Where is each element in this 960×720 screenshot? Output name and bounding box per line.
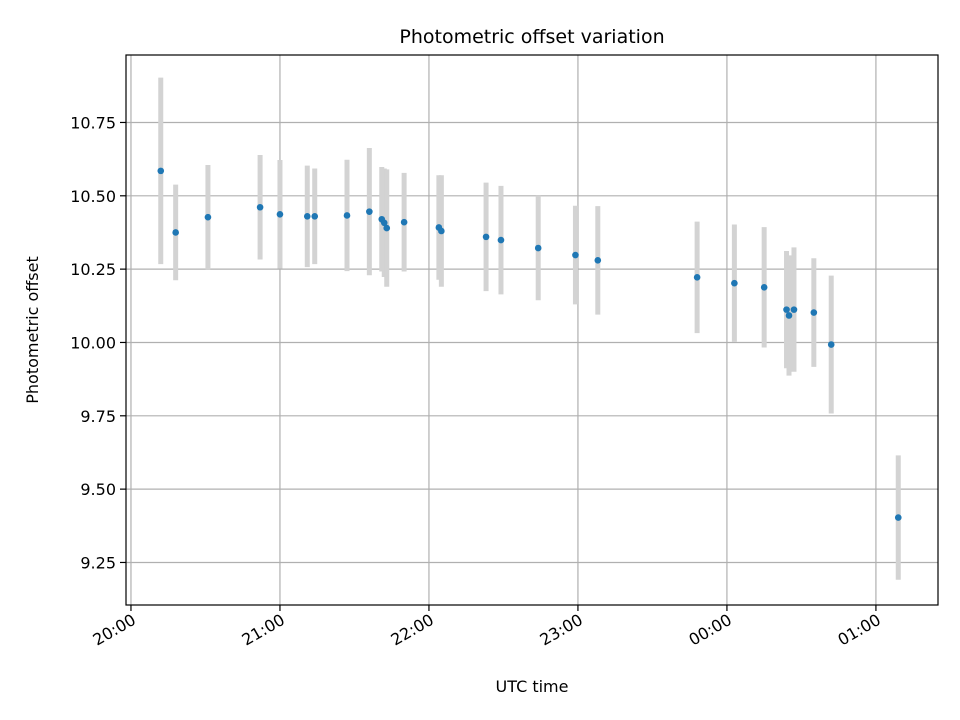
data-point xyxy=(790,306,798,313)
axis-ticks xyxy=(120,121,877,611)
data-point xyxy=(256,203,264,211)
chart-title: Photometric offset variation xyxy=(399,26,664,48)
data-point xyxy=(438,227,445,235)
data-point xyxy=(157,167,165,175)
data-point xyxy=(482,233,490,241)
data-point xyxy=(785,312,793,319)
y-tick-label: 10.75 xyxy=(70,113,116,132)
data-point xyxy=(383,224,391,232)
data-point xyxy=(276,210,284,218)
data-point xyxy=(380,219,388,227)
y-tick-label: 10.25 xyxy=(70,260,116,279)
data-point xyxy=(303,213,311,220)
data-point xyxy=(731,279,738,287)
y-axis-title: Photometric offset xyxy=(23,256,42,404)
y-tick-label: 10.50 xyxy=(70,187,116,206)
y-tick-label: 9.75 xyxy=(80,407,116,426)
data-point xyxy=(810,309,818,316)
data-point xyxy=(894,514,902,521)
data-point xyxy=(827,341,835,348)
data-point xyxy=(783,306,790,313)
data-point xyxy=(760,284,768,291)
data-point xyxy=(534,244,542,252)
y-tick-label: 9.25 xyxy=(80,553,116,572)
grid-lines xyxy=(126,55,938,605)
data-point xyxy=(204,213,212,221)
data-point xyxy=(400,218,408,226)
data-point xyxy=(572,251,579,259)
data-point xyxy=(594,257,602,264)
data-point xyxy=(172,229,179,236)
data-point xyxy=(311,213,319,220)
y-tick-label: 10.00 xyxy=(70,333,116,352)
data-point xyxy=(366,208,373,215)
plot-frame xyxy=(125,54,939,606)
data-points xyxy=(157,167,902,521)
data-point xyxy=(343,212,351,219)
y-tick-label: 9.50 xyxy=(80,480,116,499)
x-axis-title: UTC time xyxy=(496,677,569,696)
data-point xyxy=(497,236,505,244)
data-point xyxy=(693,274,701,281)
